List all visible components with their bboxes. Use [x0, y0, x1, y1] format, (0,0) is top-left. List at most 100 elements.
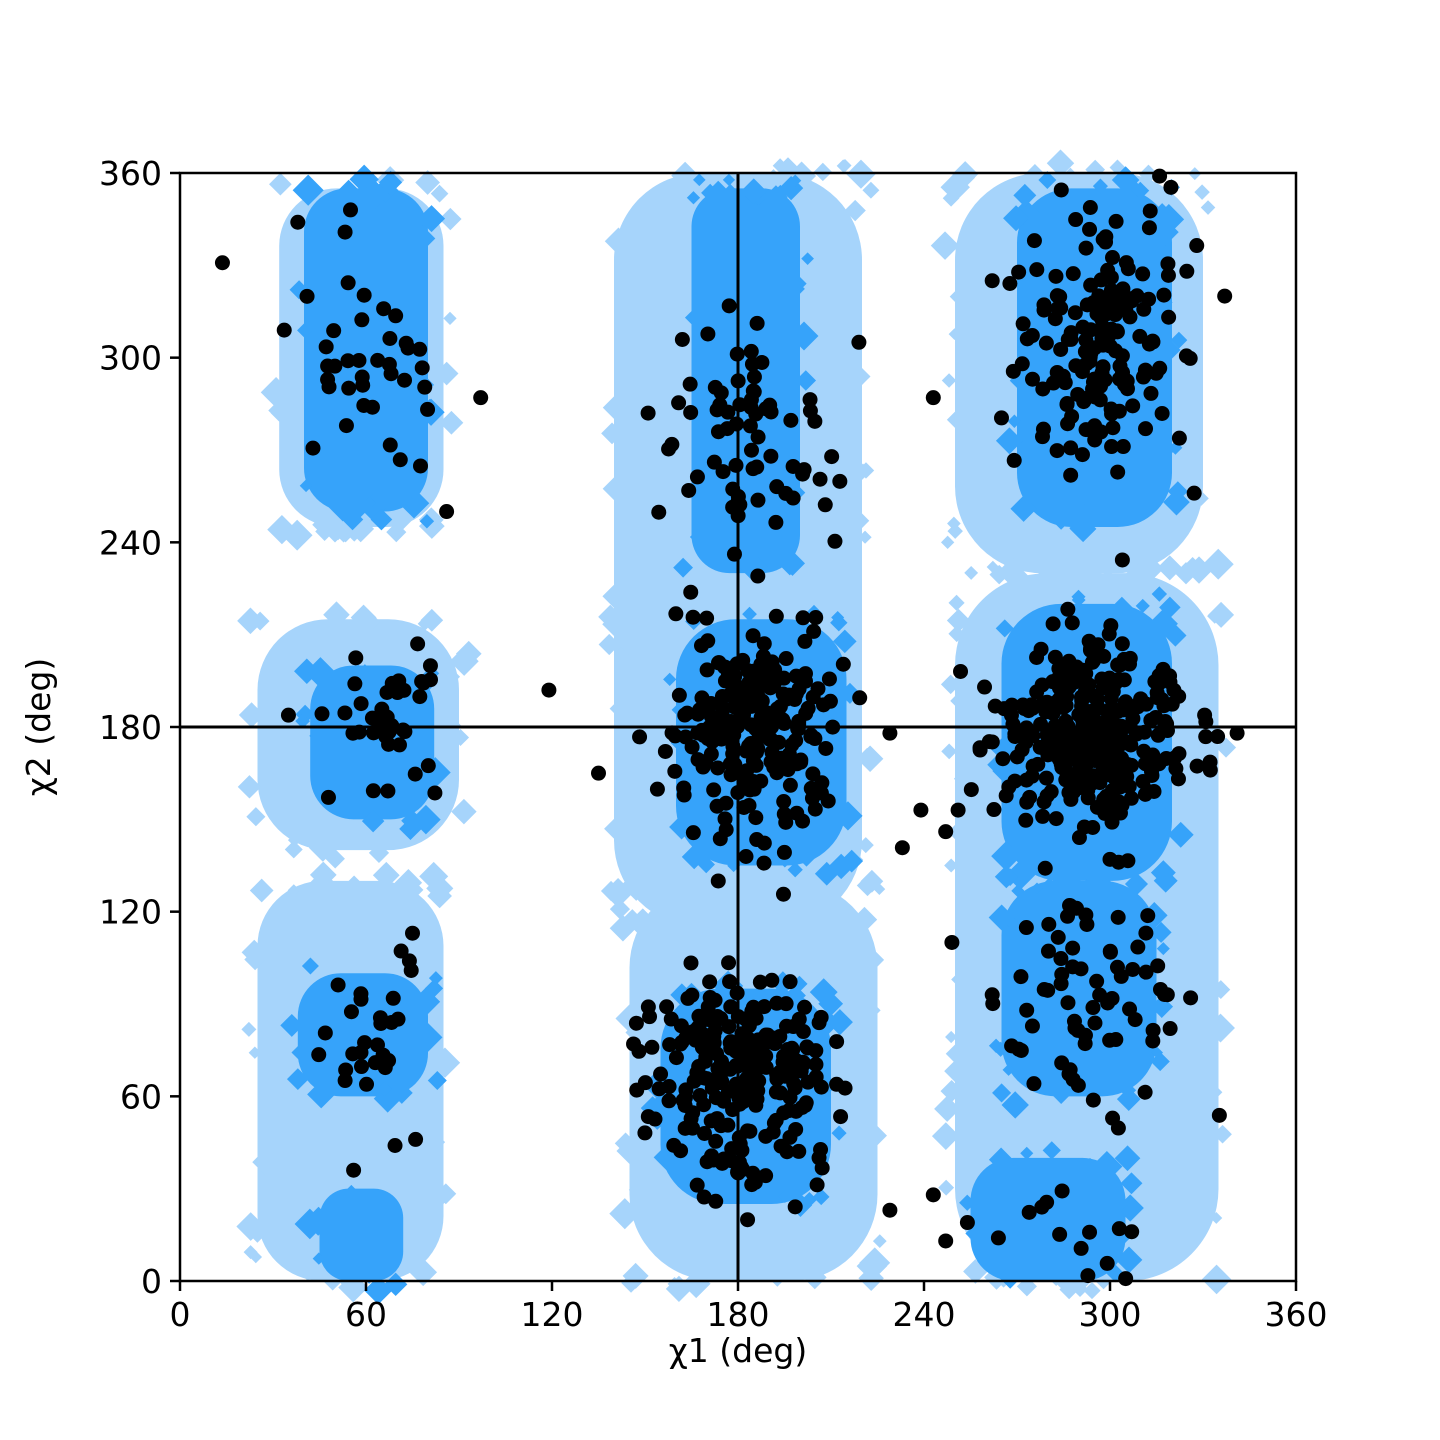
inner-contour-region-edge [327, 491, 358, 522]
data-point [972, 740, 988, 756]
outer-contour-region-edge [664, 876, 685, 897]
data-point [1019, 331, 1035, 347]
data-point [1189, 238, 1205, 254]
outer-contour-region-edge [856, 745, 884, 773]
data-point [369, 1037, 385, 1053]
data-point [739, 763, 755, 779]
inner-contour-region-edge [1107, 596, 1137, 627]
inner-contour-region-edge [1150, 1051, 1170, 1072]
data-point [740, 1047, 756, 1063]
data-point [659, 999, 675, 1015]
data-point [1183, 990, 1199, 1006]
data-point [993, 410, 1009, 426]
outer-contour-region-edge [449, 646, 479, 676]
data-point [405, 925, 420, 941]
data-point [835, 656, 851, 672]
data-point [1104, 250, 1120, 266]
data-point [1150, 958, 1166, 974]
data-point [359, 1076, 375, 1092]
data-point [745, 461, 761, 477]
data-point [671, 687, 687, 703]
data-point [1179, 263, 1195, 279]
x-tick-label: 300 [1079, 1295, 1142, 1334]
outer-contour-region-edge [443, 311, 457, 325]
data-point [984, 734, 1000, 750]
data-point [837, 1080, 853, 1096]
inner-contour-region-edge [1115, 1246, 1143, 1274]
data-point [824, 449, 840, 465]
data-point [692, 702, 708, 718]
data-point [356, 287, 372, 303]
x-tick-label: 240 [893, 1295, 956, 1334]
data-point [1005, 363, 1021, 379]
data-point [728, 457, 744, 473]
data-point [782, 1058, 798, 1074]
data-point [1024, 1018, 1040, 1034]
data-point [696, 1125, 712, 1141]
data-point [1101, 626, 1117, 642]
data-point [1152, 360, 1168, 376]
inner-contour-region-edge [959, 1194, 976, 1211]
data-point [407, 766, 423, 782]
inner-contour-region-edge [307, 1080, 336, 1109]
data-point [320, 372, 336, 388]
data-point [1161, 309, 1177, 325]
data-point [696, 1097, 712, 1113]
data-point [748, 1010, 764, 1026]
data-point [977, 679, 993, 695]
data-point [365, 783, 381, 799]
data-point [944, 934, 960, 950]
data-point [629, 1082, 645, 1098]
data-point [1124, 1224, 1140, 1240]
data-point [736, 775, 752, 791]
data-point [1077, 344, 1093, 360]
inner-contour-region-edge [399, 817, 422, 841]
outer-contour-region-edge [941, 373, 957, 388]
data-point [684, 987, 700, 1003]
data-point [1054, 1183, 1070, 1199]
outer-contour-region-edge [415, 170, 441, 195]
outer-contour-region-edge [269, 172, 292, 196]
data-point [783, 412, 799, 428]
data-point [715, 464, 731, 480]
data-point [758, 401, 774, 417]
outer-contour-region-edge [602, 476, 628, 502]
data-point [740, 1212, 756, 1228]
inner-contour-region-edge [798, 850, 815, 867]
data-point [1145, 1022, 1161, 1038]
data-point [381, 356, 397, 372]
data-point [376, 301, 392, 317]
data-point [1030, 756, 1046, 772]
data-point [1149, 690, 1165, 706]
data-point [1138, 964, 1154, 980]
data-point [712, 397, 728, 413]
data-point [420, 758, 436, 774]
data-point [1077, 1036, 1093, 1052]
outer-contour-region-edge [1196, 1079, 1223, 1106]
data-point [724, 1141, 740, 1157]
data-point [693, 638, 709, 654]
inner-contour-region-edge [1150, 921, 1172, 943]
data-point [808, 1043, 824, 1059]
data-point [738, 849, 754, 865]
data-point [214, 255, 230, 271]
x-tick-label: 0 [170, 1295, 191, 1334]
data-point [1073, 961, 1089, 977]
data-point [387, 1138, 403, 1154]
data-point [1015, 316, 1031, 332]
y-tick-label: 180 [99, 708, 162, 747]
data-point [1059, 397, 1075, 413]
outer-contour-region-edge [238, 702, 265, 728]
outer-contour-region-edge [249, 1250, 263, 1264]
outer-contour-region-edge [934, 1095, 961, 1122]
outer-contour-region-edge [598, 633, 620, 656]
data-point [1198, 729, 1214, 745]
data-point [1189, 758, 1205, 774]
inner-contour-region-edge [409, 225, 436, 252]
data-point [882, 725, 898, 741]
data-point [813, 1079, 829, 1095]
data-point [661, 441, 677, 457]
data-point [651, 504, 667, 520]
data-point [317, 1025, 333, 1041]
data-point [852, 690, 868, 706]
